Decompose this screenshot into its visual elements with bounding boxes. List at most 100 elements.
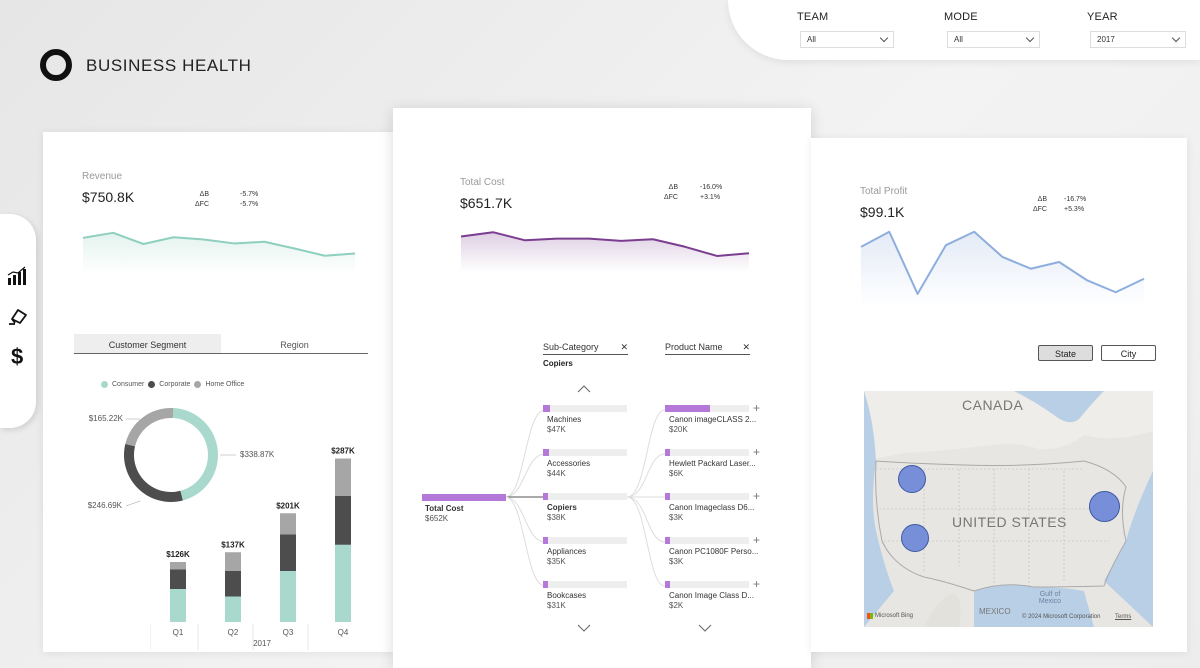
subcategory-node-bar[interactable] bbox=[543, 405, 627, 412]
subcategory-node-bar[interactable] bbox=[543, 581, 627, 588]
donut-slice-consumer[interactable] bbox=[172, 408, 218, 501]
cost-delta-b-label: ΔB bbox=[668, 184, 678, 191]
subcategory-node-value: $31K bbox=[547, 601, 566, 610]
cost-title: Total Cost bbox=[460, 177, 505, 188]
donut-leader-line bbox=[125, 500, 141, 507]
profit-value: $99.1K bbox=[860, 204, 905, 220]
subcategory-node-bar[interactable] bbox=[543, 449, 627, 456]
legend-home-office: Home Office bbox=[205, 381, 245, 388]
x-tick-label: Q1 bbox=[173, 628, 184, 637]
revenue-delta-fc-label: ΔFC bbox=[195, 201, 210, 208]
bar-q3-consumer[interactable] bbox=[280, 571, 296, 622]
bar-q1-home-office[interactable] bbox=[170, 562, 186, 570]
microsoft-logo-icon bbox=[867, 613, 873, 619]
bar-q3-corporate[interactable] bbox=[280, 534, 296, 571]
chevron-up-icon[interactable] bbox=[577, 384, 591, 394]
revenue-delta-fc: -5.7% bbox=[240, 201, 259, 208]
cost-delta-fc: +3.1% bbox=[700, 194, 721, 201]
donut-slice-home-office[interactable] bbox=[125, 408, 174, 447]
bar-q1-consumer[interactable] bbox=[170, 589, 186, 622]
expand-plus-icon[interactable]: + bbox=[753, 577, 761, 591]
decomp-subcategory-header[interactable]: Sub-Category ✕ bbox=[543, 342, 628, 355]
page-title: BUSINESS HEALTH bbox=[86, 56, 252, 75]
decomp-root-bar[interactable] bbox=[422, 494, 506, 501]
segment-legend: Consumer Corporate Home Office bbox=[101, 381, 244, 388]
product-node-label: Canon PC1080F Perso... bbox=[669, 547, 759, 556]
city-button[interactable]: City bbox=[1101, 345, 1156, 361]
profit-sparkline bbox=[860, 230, 1145, 306]
close-icon[interactable]: ✕ bbox=[620, 342, 628, 352]
state-button[interactable]: State bbox=[1038, 345, 1093, 361]
chevron-down-icon[interactable] bbox=[577, 623, 591, 633]
expand-plus-icon[interactable]: + bbox=[753, 489, 761, 503]
bar-q4-consumer[interactable] bbox=[335, 544, 351, 622]
bar-total-label: $137K bbox=[221, 540, 245, 549]
sparkline-area bbox=[861, 231, 1144, 306]
revenue-value: $750.8K bbox=[82, 189, 135, 205]
product-node-bar[interactable] bbox=[665, 493, 749, 500]
bar-q2-home-office[interactable] bbox=[225, 552, 241, 571]
decomp-product-header[interactable]: Product Name ✕ bbox=[665, 342, 750, 355]
legend-consumer: Consumer bbox=[112, 381, 145, 388]
subcategory-node-value: $35K bbox=[547, 557, 566, 566]
sparkline-line bbox=[460, 231, 750, 257]
map[interactable]: CANADA UNITED STATES MEXICO Gulf of Mexi… bbox=[864, 391, 1153, 627]
product-node-fill bbox=[665, 493, 670, 500]
product-node-value: $6K bbox=[669, 469, 684, 478]
subcategory-node-fill bbox=[543, 405, 550, 412]
expand-plus-icon[interactable]: + bbox=[753, 533, 761, 547]
product-node-bar[interactable] bbox=[665, 537, 749, 544]
year-filter-dropdown[interactable]: 2017 bbox=[1090, 31, 1186, 48]
cost-delta-fc-label: ΔFC bbox=[663, 194, 678, 201]
product-node-bar[interactable] bbox=[665, 581, 749, 588]
dollar-icon[interactable]: $ bbox=[11, 344, 24, 369]
map-bubble-washington[interactable] bbox=[898, 465, 926, 493]
donut-slice-corporate[interactable] bbox=[124, 443, 183, 502]
map-terms-link[interactable]: Terms bbox=[1115, 614, 1132, 620]
map-bubble-new-york[interactable] bbox=[1089, 491, 1120, 522]
product-node-bar[interactable] bbox=[665, 449, 749, 456]
subcategory-node-label: Accessories bbox=[547, 459, 591, 468]
subcategory-node-value: $47K bbox=[547, 425, 566, 434]
profit-delta-fc-label: ΔFC bbox=[1032, 206, 1047, 213]
product-node-label: Canon Imageclass D6... bbox=[669, 503, 755, 512]
map-canvas bbox=[864, 391, 1153, 627]
bar-chart-icon[interactable] bbox=[7, 266, 27, 286]
bar-q3-home-office[interactable] bbox=[280, 513, 296, 535]
mode-filter-dropdown[interactable]: All bbox=[947, 31, 1040, 48]
expand-plus-icon[interactable]: + bbox=[753, 445, 761, 459]
product-node-fill bbox=[665, 449, 670, 456]
team-filter-label: TEAM bbox=[797, 11, 829, 23]
profit-delta-b-label: ΔB bbox=[1037, 196, 1047, 203]
revenue-sparkline bbox=[82, 231, 356, 274]
bar-q1-corporate[interactable] bbox=[170, 569, 186, 590]
profit-title: Total Profit bbox=[860, 186, 908, 197]
expand-plus-icon[interactable]: + bbox=[753, 401, 761, 415]
sparkline-area bbox=[461, 232, 749, 272]
tab-customer-segment[interactable]: Customer Segment bbox=[74, 334, 221, 354]
subcategory-node-bar[interactable] bbox=[543, 537, 627, 544]
map-label-mexico: MEXICO bbox=[979, 607, 1011, 616]
bar-q2-consumer[interactable] bbox=[225, 596, 241, 623]
highlighter-icon[interactable] bbox=[7, 306, 29, 326]
map-label-united-states: UNITED STATES bbox=[952, 514, 1067, 530]
revenue-card bbox=[43, 132, 393, 652]
revenue-title: Revenue bbox=[82, 171, 123, 182]
segment-donut-chart: $338.87K $246.69K $165.22K bbox=[88, 408, 275, 510]
x-tick-label: Q3 bbox=[283, 628, 294, 637]
bar-q2-corporate[interactable] bbox=[225, 571, 241, 597]
bar-q4-home-office[interactable] bbox=[335, 458, 351, 497]
chevron-down-icon[interactable] bbox=[698, 623, 712, 633]
tab-region[interactable]: Region bbox=[280, 340, 309, 350]
product-node-bar[interactable] bbox=[665, 405, 749, 412]
close-icon[interactable]: ✕ bbox=[742, 342, 750, 352]
chevron-down-icon bbox=[879, 33, 889, 43]
product-node-value: $2K bbox=[669, 601, 684, 610]
cost-delta-values: -16.0% +3.1% bbox=[700, 183, 722, 203]
mode-filter-value: All bbox=[954, 35, 963, 44]
x-tick-label: Q2 bbox=[228, 628, 239, 637]
team-filter-dropdown[interactable]: All bbox=[800, 31, 894, 48]
subcategory-node-bar[interactable] bbox=[543, 493, 627, 500]
bar-q4-corporate[interactable] bbox=[335, 496, 351, 545]
map-bubble-california[interactable] bbox=[901, 524, 929, 552]
